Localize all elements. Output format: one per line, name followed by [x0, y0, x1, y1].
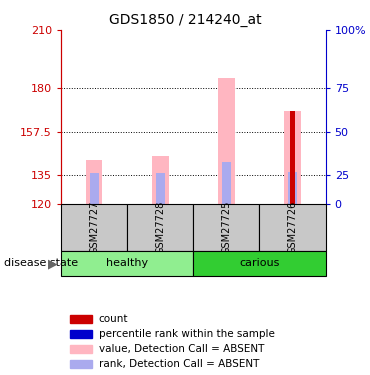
- Bar: [194, 251, 326, 276]
- Bar: [284, 111, 301, 204]
- Bar: [61, 251, 194, 276]
- Bar: [127, 204, 193, 251]
- Bar: [90, 173, 99, 204]
- Bar: [218, 78, 235, 204]
- Bar: [61, 204, 127, 251]
- Bar: [290, 111, 295, 204]
- Bar: [194, 204, 259, 251]
- Text: GDS1850 / 214240_at: GDS1850 / 214240_at: [109, 13, 261, 27]
- Text: GSM27725: GSM27725: [221, 201, 231, 255]
- Text: rank, Detection Call = ABSENT: rank, Detection Call = ABSENT: [99, 359, 259, 369]
- Text: percentile rank within the sample: percentile rank within the sample: [99, 329, 275, 339]
- Bar: [152, 156, 168, 204]
- Bar: [222, 162, 231, 204]
- Bar: [288, 172, 297, 204]
- Text: value, Detection Call = ABSENT: value, Detection Call = ABSENT: [99, 344, 264, 354]
- Text: GSM27726: GSM27726: [287, 201, 297, 254]
- Bar: [86, 160, 102, 204]
- Text: healthy: healthy: [106, 258, 148, 268]
- Bar: [70, 315, 92, 323]
- Text: GSM27728: GSM27728: [155, 201, 165, 254]
- Bar: [70, 360, 92, 368]
- Bar: [156, 173, 165, 204]
- Bar: [259, 204, 326, 251]
- Text: carious: carious: [239, 258, 280, 268]
- Bar: [70, 345, 92, 353]
- Text: GSM27727: GSM27727: [89, 201, 99, 255]
- Text: disease state: disease state: [4, 258, 78, 268]
- Bar: [70, 330, 92, 338]
- Text: count: count: [99, 314, 128, 324]
- Text: ▶: ▶: [48, 257, 57, 270]
